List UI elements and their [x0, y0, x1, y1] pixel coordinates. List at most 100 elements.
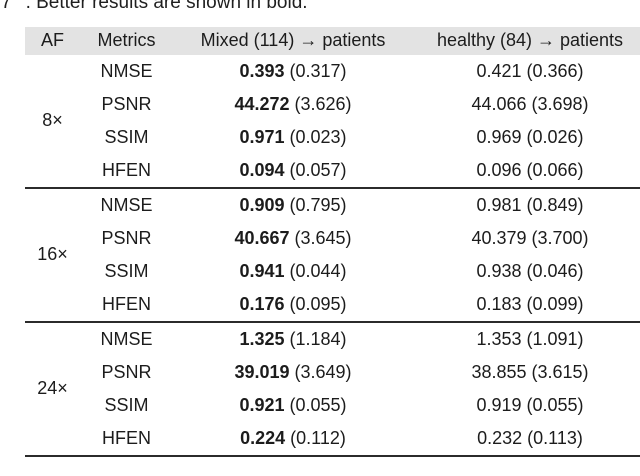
af-label: 16× — [37, 244, 68, 265]
healthy-value-cell: 1.353 (1.091) — [413, 322, 640, 356]
mixed-mean: 0.094 — [239, 159, 285, 180]
results-table: AF Metrics Mixed (114) → patients health… — [25, 26, 640, 457]
healthy-std: (0.026) — [526, 126, 584, 147]
mixed-mean: 0.176 — [239, 293, 285, 314]
col-header-metrics: Metrics — [80, 26, 173, 55]
mixed-value-cell: 0.909 (0.795) — [173, 188, 413, 222]
mixed-mean: 0.971 — [239, 126, 285, 147]
table-row: PSNR 39.019 (3.649) 38.855 (3.615) — [25, 356, 640, 389]
metric-label: NMSE — [100, 328, 153, 349]
healthy-value-cell: 40.379 (3.700) — [413, 222, 640, 255]
mixed-value-cell: 0.921 (0.055) — [173, 389, 413, 422]
header-row: AF Metrics Mixed (114) → patients health… — [25, 26, 640, 55]
mixed-value-cell: 40.667 (3.645) — [173, 222, 413, 255]
healthy-std: (0.113) — [527, 427, 583, 448]
mixed-value-cell: 44.272 (3.626) — [173, 88, 413, 121]
healthy-std: (0.046) — [526, 260, 584, 281]
mixed-value-cell: 0.971 (0.023) — [173, 121, 413, 154]
healthy-value-cell: 0.919 (0.055) — [413, 389, 640, 422]
healthy-value-cell: 0.096 (0.066) — [413, 154, 640, 188]
healthy-mean: 0.183 — [476, 293, 522, 314]
table-row: 8× NMSE 0.393 (0.317) 0.421 (0.366) — [25, 55, 640, 131]
healthy-std: (0.055) — [526, 394, 584, 415]
metric-label: SSIM — [104, 126, 149, 147]
af-group-16x: 16× NMSE 0.909 (0.795) 0.981 (0.849) PSN… — [25, 187, 640, 322]
healthy-value-cell: 0.969 (0.026) — [413, 121, 640, 154]
mixed-mean: 39.019 — [234, 361, 290, 382]
mixed-mean: 40.667 — [234, 227, 290, 248]
mixed-std: (3.626) — [294, 93, 352, 114]
table-row: PSNR 44.272 (3.626) 44.066 (3.698) — [25, 88, 640, 121]
healthy-mean: 0.938 — [476, 260, 522, 281]
table-row: 24× NMSE 1.325 (1.184) 1.353 (1.091) — [25, 322, 640, 399]
healthy-value-cell: 0.232 (0.113) — [413, 422, 640, 456]
metric-label: HFEN — [102, 293, 151, 314]
healthy-std: (0.366) — [526, 60, 584, 81]
healthy-std: (0.099) — [526, 293, 584, 314]
metric-label: NMSE — [100, 194, 153, 215]
table-row: SSIM 0.941 (0.044) 0.938 (0.046) — [25, 255, 640, 288]
mixed-std: (0.023) — [289, 126, 347, 147]
metric-label: SSIM — [104, 394, 149, 415]
table-row: PSNR 40.667 (3.645) 40.379 (3.700) — [25, 222, 640, 255]
mixed-mean: 0.909 — [239, 194, 285, 215]
af-group-24x: 24× NMSE 1.325 (1.184) 1.353 (1.091) PSN… — [25, 321, 640, 456]
metric-label: HFEN — [102, 427, 151, 448]
mixed-value-cell: 1.325 (1.184) — [173, 322, 413, 356]
mixed-std: (0.112) — [290, 427, 346, 448]
mixed-mean: 0.921 — [239, 394, 285, 415]
mixed-std: (0.095) — [289, 293, 347, 314]
mixed-value-cell: 0.941 (0.044) — [173, 255, 413, 288]
healthy-std: (0.849) — [526, 194, 584, 215]
metric-label: PSNR — [101, 361, 152, 382]
mixed-std: (0.057) — [289, 159, 347, 180]
mixed-mean: 0.941 — [239, 260, 285, 281]
mixed-value-cell: 0.094 (0.057) — [173, 154, 413, 188]
healthy-mean: 40.379 — [471, 227, 527, 248]
healthy-mean: 0.981 — [476, 194, 522, 215]
healthy-mean: 0.969 — [476, 126, 522, 147]
healthy-value-cell: 38.855 (3.615) — [413, 356, 640, 389]
table-row: SSIM 0.971 (0.023) 0.969 (0.026) — [25, 121, 640, 154]
table-caption: 7 . Better results are shown in bold. — [1, 0, 640, 14]
healthy-mean: 0.919 — [476, 394, 522, 415]
table-row: 16× NMSE 0.909 (0.795) 0.981 (0.849) — [25, 188, 640, 265]
table-row: SSIM 0.921 (0.055) 0.919 (0.055) — [25, 389, 640, 422]
healthy-mean: 0.096 — [476, 159, 522, 180]
col-header-mixed: Mixed (114) → patients — [173, 26, 413, 55]
table-row: HFEN 0.176 (0.095) 0.183 (0.099) — [25, 288, 640, 322]
mixed-std: (0.317) — [289, 60, 347, 81]
caption-cutoff-char: 7 — [1, 0, 12, 13]
metric-label: NMSE — [100, 60, 153, 81]
healthy-value-cell: 0.981 (0.849) — [413, 188, 640, 222]
healthy-mean: 44.066 — [471, 93, 527, 114]
healthy-std: (3.700) — [531, 227, 589, 248]
mixed-value-cell: 0.224 (0.112) — [173, 422, 413, 456]
mixed-mean: 1.325 — [239, 328, 285, 349]
healthy-mean: 1.353 — [476, 328, 522, 349]
healthy-value-cell: 0.938 (0.046) — [413, 255, 640, 288]
healthy-std: (0.066) — [526, 159, 584, 180]
healthy-value-cell: 44.066 (3.698) — [413, 88, 640, 121]
metric-label: HFEN — [102, 159, 151, 180]
af-label: 8× — [42, 110, 63, 131]
healthy-std: (3.698) — [531, 93, 589, 114]
mixed-mean: 44.272 — [234, 93, 290, 114]
af-group-8x: 8× NMSE 0.393 (0.317) 0.421 (0.366) PSNR… — [25, 55, 640, 188]
mixed-std: (0.044) — [289, 260, 347, 281]
mixed-value-cell: 39.019 (3.649) — [173, 356, 413, 389]
af-label: 24× — [37, 378, 68, 399]
col-header-healthy: healthy (84) → patients — [413, 26, 640, 55]
healthy-value-cell: 0.421 (0.366) — [413, 55, 640, 88]
metric-label: SSIM — [104, 260, 149, 281]
healthy-mean: 0.232 — [477, 427, 523, 448]
metric-label: PSNR — [101, 227, 152, 248]
healthy-value-cell: 0.183 (0.099) — [413, 288, 640, 322]
mixed-std: (3.645) — [294, 227, 352, 248]
mixed-value-cell: 0.393 (0.317) — [173, 55, 413, 88]
mixed-std: (0.055) — [289, 394, 347, 415]
mixed-std: (1.184) — [289, 328, 347, 349]
healthy-std: (1.091) — [526, 328, 584, 349]
table-row: HFEN 0.224 (0.112) 0.232 (0.113) — [25, 422, 640, 456]
mixed-mean: 0.224 — [240, 427, 286, 448]
